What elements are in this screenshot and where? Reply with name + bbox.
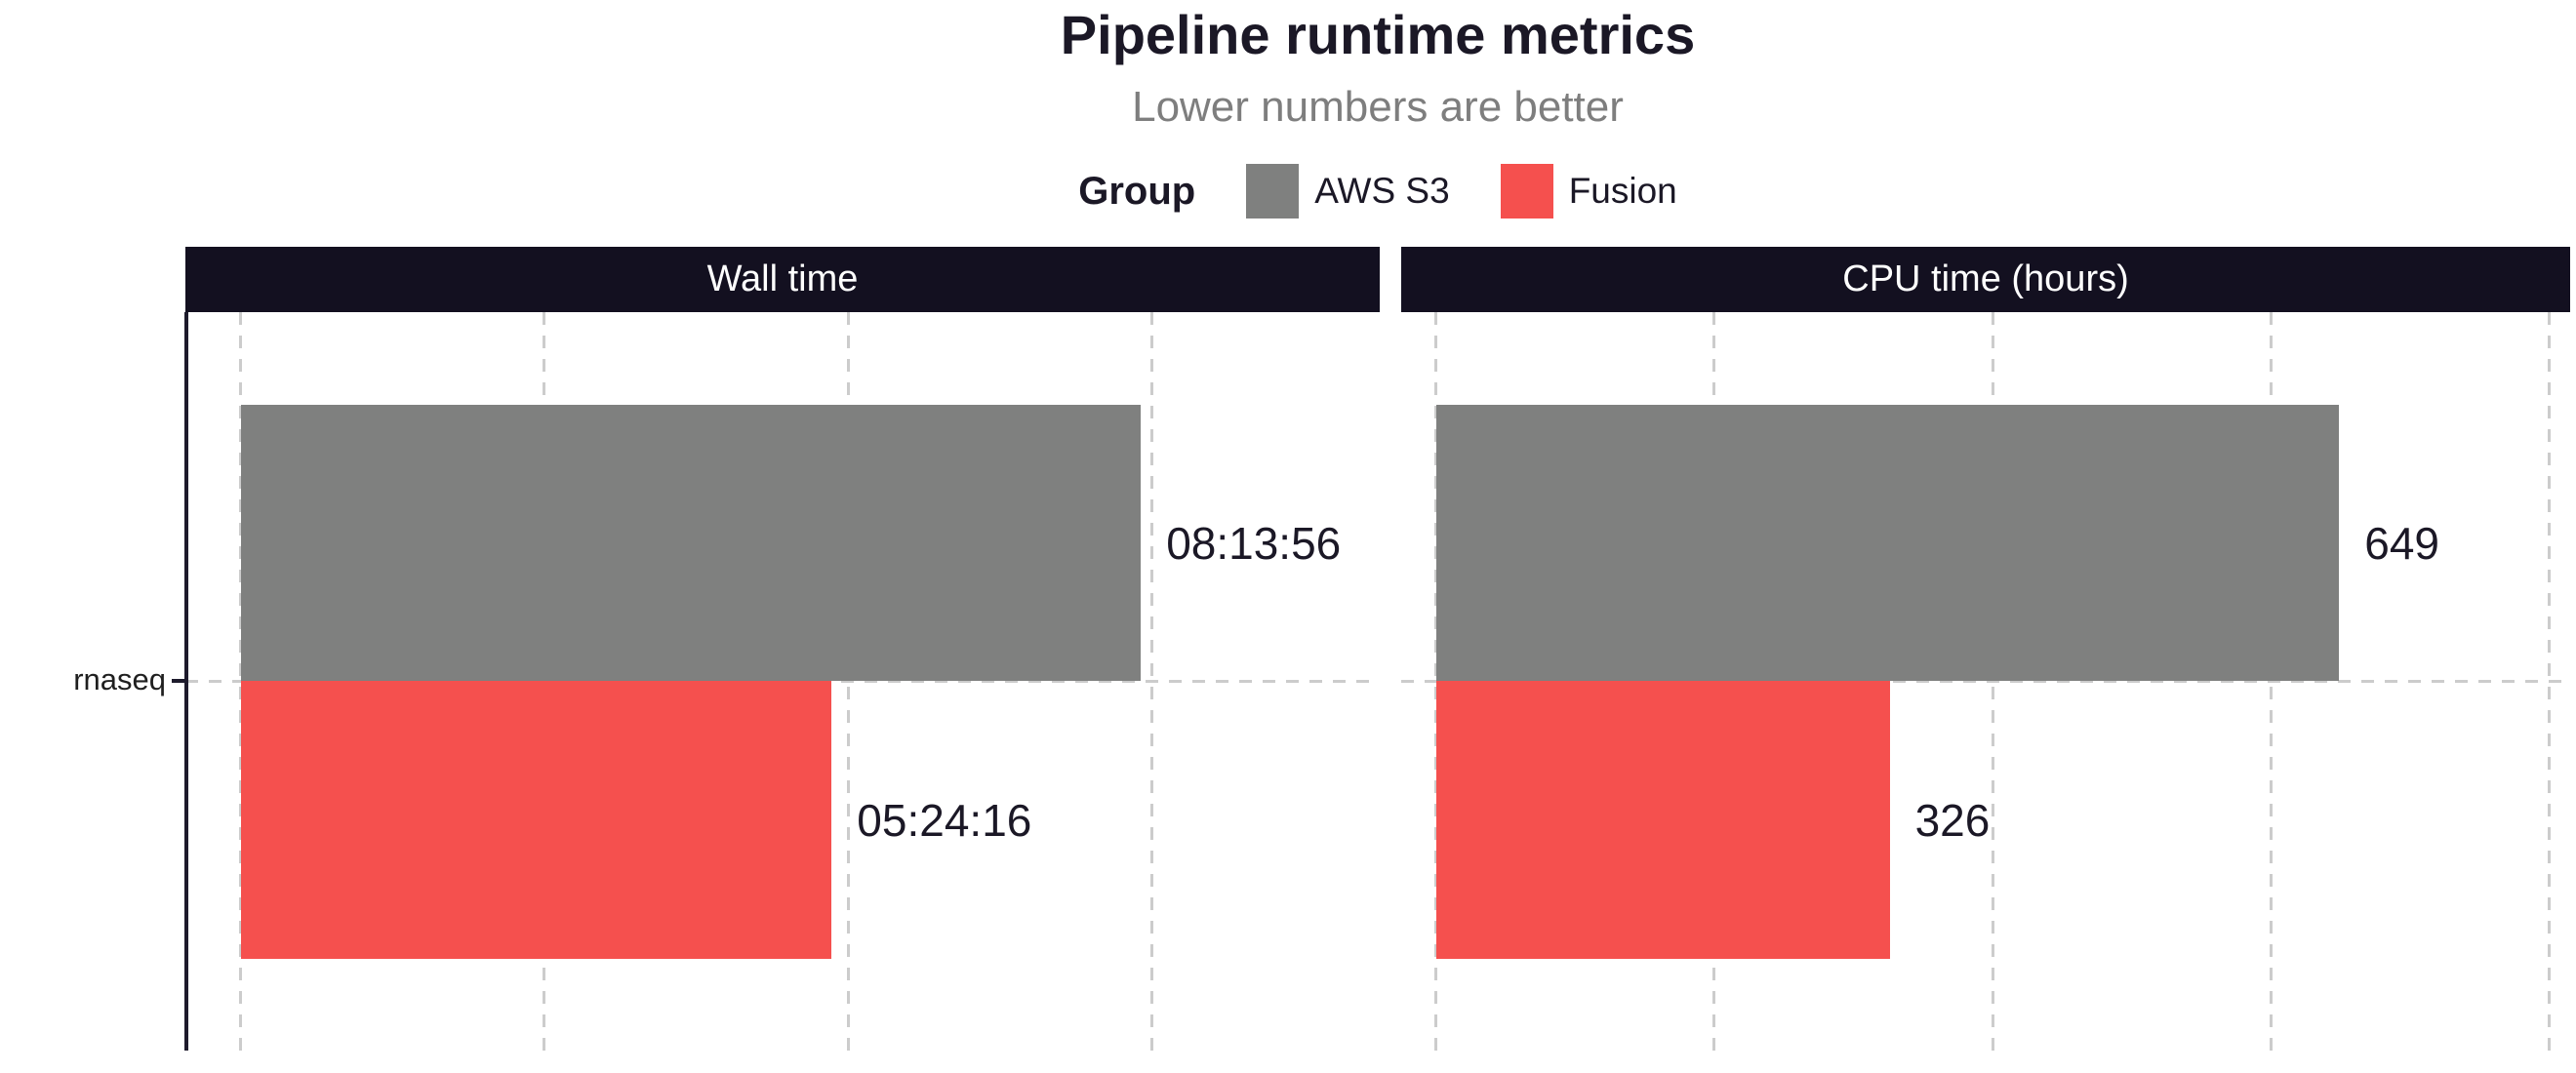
legend-item-aws-s3: AWS S3 bbox=[1246, 164, 1450, 219]
bar-aws-s3 bbox=[240, 405, 1142, 681]
y-axis-category-label: rnaseq bbox=[73, 662, 166, 696]
legend-item-fusion: Fusion bbox=[1500, 164, 1677, 219]
facet-wall-time: Wall time 08:13:56 05:24:16 bbox=[185, 247, 1380, 1051]
facet-strip-label: Wall time bbox=[706, 258, 859, 299]
chart-subtitle: Lower numbers are better bbox=[1132, 83, 1624, 131]
y-axis-line bbox=[184, 312, 188, 1051]
bar-value-label: 08:13:56 bbox=[1166, 518, 1342, 569]
facet-strip-label: CPU time (hours) bbox=[1842, 258, 2129, 299]
legend-swatch-fusion-icon bbox=[1500, 164, 1553, 219]
bar-fusion bbox=[1435, 681, 1890, 959]
bar-aws-s3 bbox=[1435, 405, 2340, 681]
y-gridline bbox=[1401, 680, 2570, 683]
bar-value-label: 649 bbox=[2364, 518, 2439, 569]
legend-swatch-aws-s3-icon bbox=[1246, 164, 1300, 219]
legend: Group AWS S3 Fusion bbox=[185, 156, 2570, 226]
bar-fusion bbox=[240, 681, 832, 959]
facet-strip-wall-time: Wall time bbox=[185, 247, 1380, 312]
facet-plot-wall-time: 08:13:56 05:24:16 bbox=[185, 312, 1380, 1051]
bar-value-label: 326 bbox=[1914, 795, 1991, 846]
facet-strip-cpu-time: CPU time (hours) bbox=[1401, 247, 2570, 312]
facet-plot-cpu-time: 649 326 bbox=[1401, 312, 2570, 1051]
legend-label-aws-s3: AWS S3 bbox=[1314, 171, 1450, 211]
legend-title: Group bbox=[1078, 169, 1196, 213]
facet-cpu-time: CPU time (hours) 649 326 bbox=[1401, 247, 2570, 1051]
y-axis-tick bbox=[172, 679, 185, 683]
bar-value-label: 05:24:16 bbox=[857, 795, 1032, 846]
legend-label-fusion: Fusion bbox=[1568, 171, 1677, 211]
chart-title: Pipeline runtime metrics bbox=[1060, 4, 1696, 65]
